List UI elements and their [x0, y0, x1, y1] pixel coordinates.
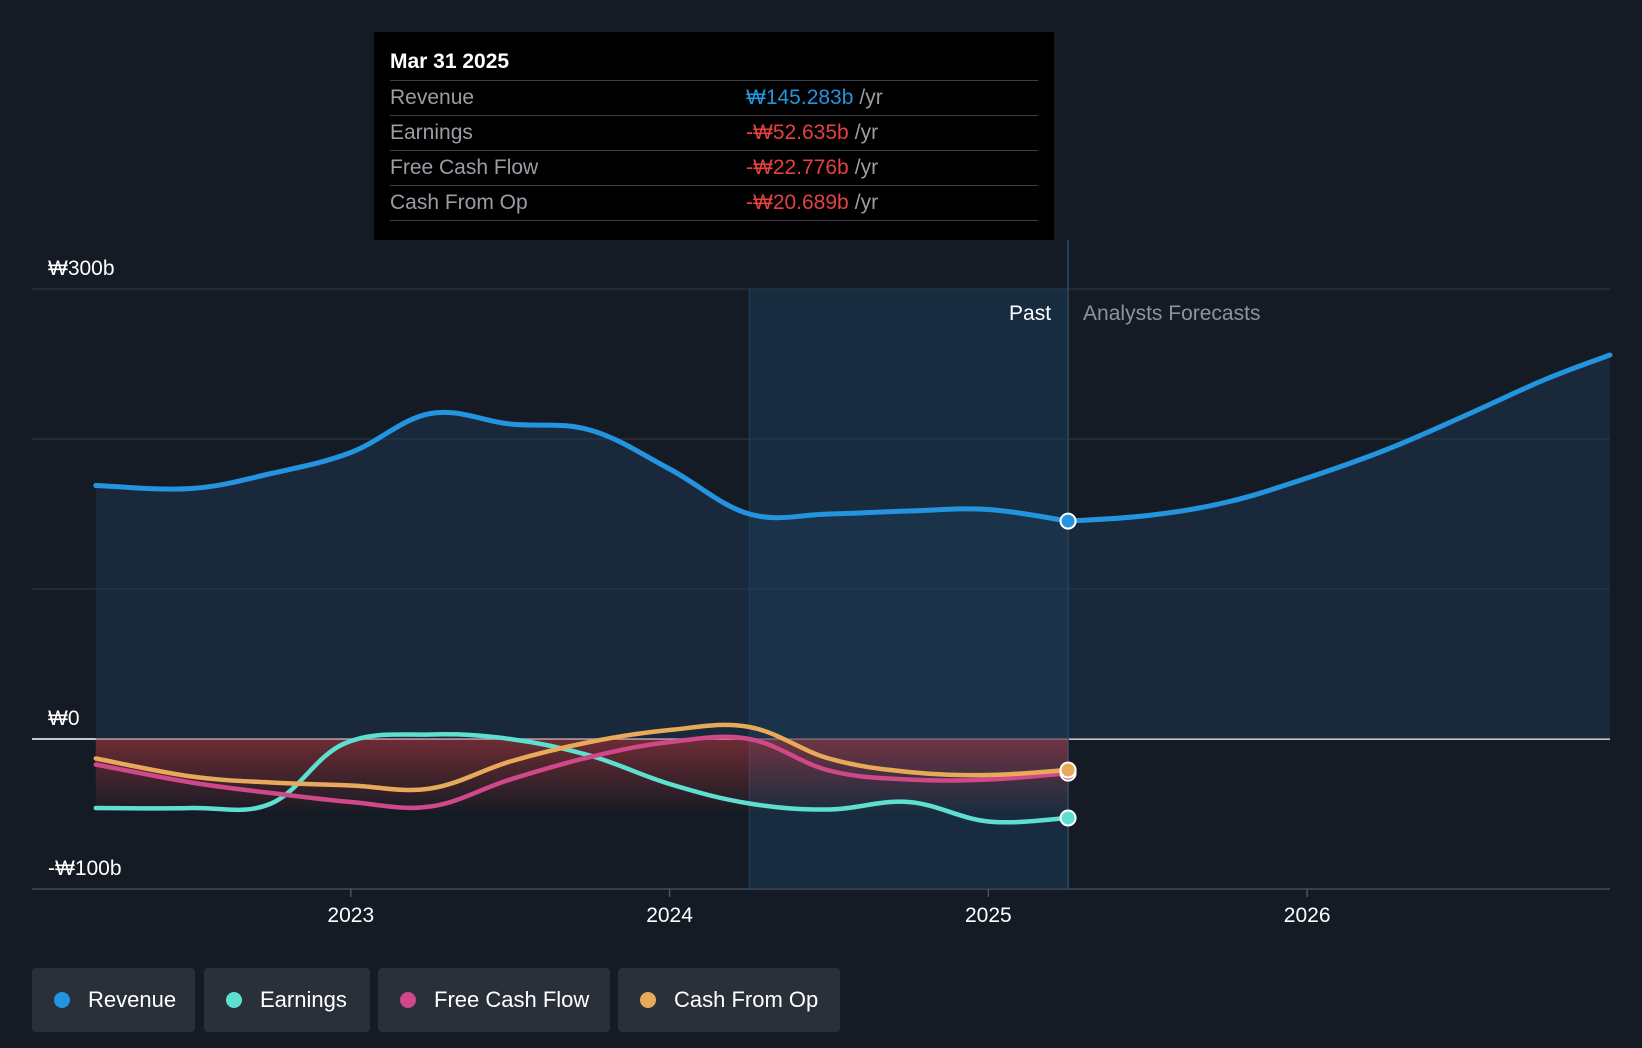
revenue-point-marker [1059, 512, 1077, 530]
cash-from-op-line [93, 722, 1071, 793]
y-tick-label: ₩0 [48, 707, 80, 730]
y-tick-label: ₩300b [48, 257, 115, 280]
tooltip-unit: /yr [859, 86, 883, 109]
tooltip-value: ₩145.283b [746, 86, 854, 109]
cash-from-op-point-marker [1059, 761, 1077, 779]
legend-item-revenue[interactable]: Revenue [32, 968, 195, 1032]
legend-dot-icon [54, 992, 70, 1008]
tooltip-value: -₩22.776b [746, 156, 849, 179]
y-tick-label: -₩100b [48, 857, 122, 880]
x-tick-label: 2024 [646, 904, 693, 927]
legend-item-cash-from-op[interactable]: Cash From Op [618, 968, 840, 1032]
forecast-label: Analysts Forecasts [1083, 302, 1260, 325]
revenue-area [95, 355, 1611, 739]
tooltip-unit: /yr [854, 156, 879, 179]
past-label: Past [1009, 302, 1051, 325]
legend-label: Earnings [260, 987, 347, 1012]
tooltip-value: -₩20.689b [746, 191, 849, 214]
legend-label: Revenue [88, 987, 177, 1012]
free-cash-flow-line [93, 734, 1071, 811]
tooltip-value: -₩52.635b [746, 121, 849, 144]
revenue-line [93, 409, 1071, 524]
tooltip-label: Cash From Op [390, 191, 528, 214]
x-tick-label: 2025 [965, 904, 1012, 927]
tooltip-row-cash-from-op: Cash From Op -₩20.689b /yr [390, 185, 1038, 221]
x-tick-label: 2026 [1284, 904, 1331, 927]
legend-label: Free Cash Flow [434, 987, 590, 1012]
tooltip-row-free-cash-flow: Free Cash Flow -₩22.776b /yr [390, 150, 1038, 185]
tooltip-label: Earnings [390, 121, 473, 144]
legend-item-earnings[interactable]: Earnings [204, 968, 370, 1032]
x-tick-label: 2023 [327, 904, 374, 927]
tooltip: Mar 31 2025 Revenue ₩145.283b /yr Earnin… [374, 32, 1054, 240]
tooltip-label: Free Cash Flow [390, 156, 539, 179]
legend-dot-icon [640, 992, 656, 1008]
tooltip-label: Revenue [390, 86, 475, 109]
tooltip-unit: /yr [854, 121, 879, 144]
earnings-point-marker [1059, 809, 1077, 827]
legend-item-free-cash-flow[interactable]: Free Cash Flow [378, 968, 610, 1032]
tooltip-row-earnings: Earnings -₩52.635b /yr [390, 115, 1038, 150]
tooltip-unit: /yr [854, 191, 879, 214]
legend-label: Cash From Op [674, 987, 819, 1012]
legend-dot-icon [400, 992, 416, 1008]
legend-dot-icon [226, 992, 242, 1008]
tooltip-row-revenue: Revenue ₩145.283b /yr [390, 80, 1038, 115]
tooltip-date: Mar 31 2025 [390, 50, 510, 73]
revenue-forecast-line [1065, 352, 1613, 524]
